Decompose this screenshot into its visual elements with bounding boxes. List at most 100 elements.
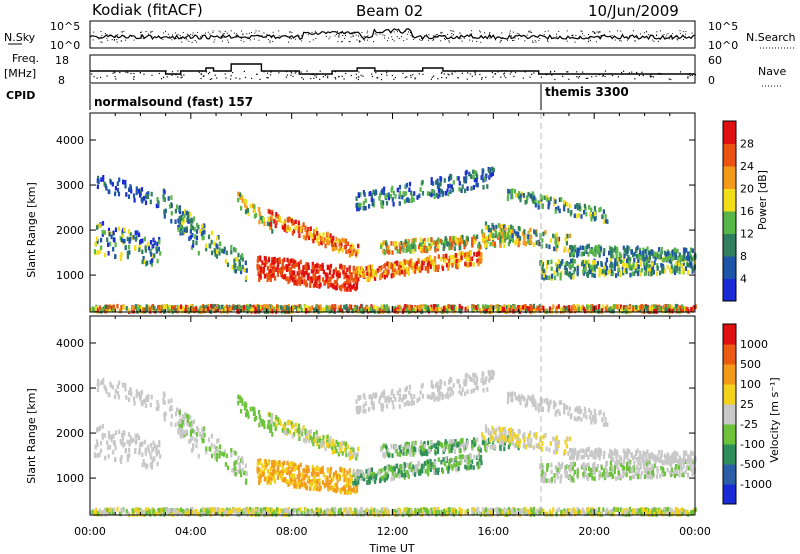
power-cell [400,240,403,246]
velocity-cell [635,507,638,513]
y-tick-label: 3000 [56,179,84,192]
velocity-cell [677,509,680,514]
nsearch-dot [258,35,260,37]
nsearch-dot [671,35,673,37]
velocity-cell [458,511,461,516]
power-cell [435,180,438,185]
velocity-cell [626,508,629,514]
power-cell [586,308,589,313]
power-cell [317,269,320,274]
velocity-cell [138,507,142,513]
nsky-panel: N.Sky 10^5 10^0 10^5 10^0 N.Search [4,20,796,52]
nave-dot [244,76,247,79]
power-cell [576,205,579,211]
nsearch-tick-bottom: 10^0 [708,39,738,52]
nsearch-dot [353,32,355,33]
nsearch-dot [580,36,582,38]
power-cell [163,304,166,310]
nave-dot [531,73,533,75]
power-cell [381,304,384,309]
power-cell [555,309,558,314]
power-cell [140,187,144,192]
nsearch-dot [228,41,229,43]
power-cell [287,308,290,314]
power-cell [373,304,376,310]
nave-dot [658,72,660,75]
power-cell [355,305,359,310]
nave-dot [315,76,318,78]
power-cell [121,233,125,238]
nave-dot [202,75,204,77]
power-cell [625,269,628,275]
power-cell [433,306,436,312]
power-cell [628,263,631,268]
power-cell [412,249,415,254]
power-cell [298,265,301,271]
power-cell [174,219,177,224]
power-cell [522,240,525,245]
nsearch-dot [463,37,465,39]
nsearch-dot [185,37,187,39]
power-cell [567,208,570,213]
velocity-cell [683,509,686,515]
power-cell [348,252,351,258]
power-cell [447,262,450,268]
power-cell [281,258,284,264]
power-cell [556,264,559,269]
power-cell [601,269,604,274]
power-cell [552,304,555,309]
power-cell [606,219,609,224]
nsearch-dot [448,40,450,42]
velocity-cell [430,507,433,513]
power-cell [303,278,306,283]
power-cell [295,262,298,268]
power-cell [536,306,539,311]
power-cell [439,188,442,193]
power-cell [350,275,353,281]
power-cell [392,190,395,196]
velocity-cell [217,510,220,515]
nsearch-dot [100,36,102,38]
nave-dot [334,76,336,79]
velocity-cell [459,512,463,517]
power-cell [489,241,492,247]
nave-dot [310,78,312,80]
power-cell [626,245,629,250]
nsearch-dot [123,30,125,32]
power-cell [428,191,431,197]
power-cell [615,250,618,255]
power-cell [464,170,467,176]
power-cell [286,217,289,222]
power-cell [491,171,494,176]
nsearch-dot [272,40,274,42]
power-cell [278,259,281,264]
velocity-cell [285,508,288,513]
colorbar-tick-label: 28 [740,138,754,151]
power-cell [594,305,597,310]
power-cell [410,198,413,203]
power-cell [428,246,431,251]
power-cell [616,257,619,263]
nsearch-dot [592,31,594,33]
nsearch-dot [679,30,681,32]
power-cell [138,247,141,253]
nsearch-dot [361,36,363,38]
power-cell [501,307,504,313]
power-cell [393,308,396,314]
velocity-cell [581,507,584,513]
velocity-cell [472,507,475,512]
power-cell [245,200,248,205]
velocity-cell [666,511,669,516]
nsky-tick-top: 10^5 [50,20,80,33]
power-cell [553,246,556,252]
power-cell [474,170,477,175]
nsearch-dot [670,34,672,36]
power-cell [268,269,271,274]
nsearch-dot [240,37,242,39]
power-cell [482,168,485,174]
power-cell [651,265,655,270]
power-cell [312,283,315,289]
power-cell [96,225,99,230]
power-cell [689,254,692,260]
